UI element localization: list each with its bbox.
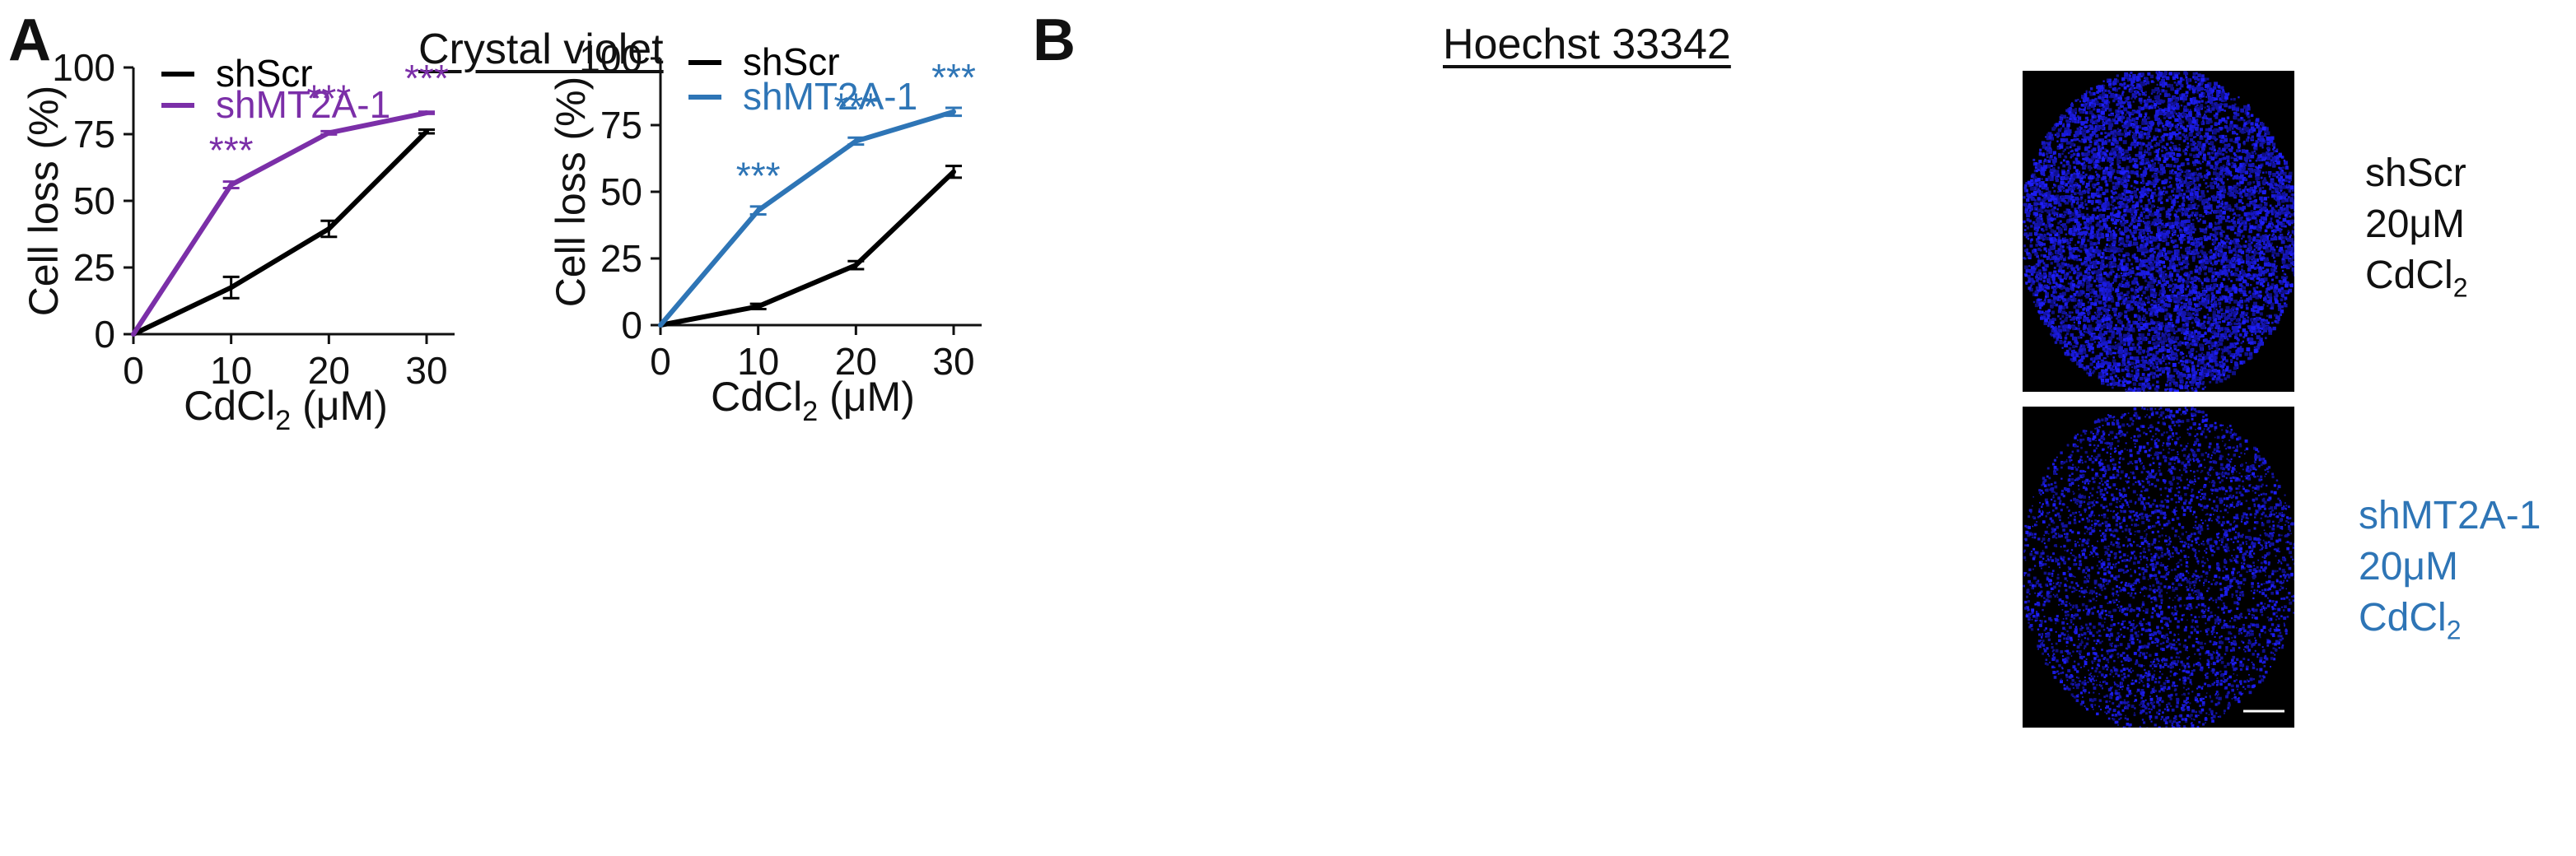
- chart-a-point-0-1: [228, 285, 234, 291]
- chart-b-significance-0: ***: [736, 155, 781, 198]
- chart-a-ytick-label: 25: [73, 246, 115, 289]
- nuclei-stain: [2023, 407, 2294, 728]
- chart-a-point-1-3: [424, 110, 429, 116]
- chart-b-point-1-1: [755, 207, 761, 213]
- micro-label-1-line1: shScr: [2365, 151, 2466, 195]
- chart-b-ytick-label: 25: [600, 237, 642, 280]
- chart-a-significance-1: ***: [306, 77, 351, 119]
- chart-b-point-0-1: [755, 304, 761, 309]
- chart-a-series-line-1: [131, 110, 427, 336]
- chart-a-title: Crystal violet: [418, 26, 664, 73]
- chart-a-significance-2: ***: [404, 57, 449, 100]
- chart-b: 0 25 50 75 100 0 10 20 30 Cell loss (%) CdCl2 (μM)…: [548, 37, 982, 427]
- chart-b-ytick-label: 0: [621, 304, 642, 347]
- micrograph-shmt2a: [2023, 407, 2294, 728]
- micro-label-2-cdcl: CdCl: [2359, 596, 2447, 640]
- chart-a-legend-label-1: shMT2A-1: [216, 83, 390, 126]
- chart-a-xtick-label: 0: [123, 349, 144, 392]
- chart-b-ytick-label: 50: [600, 170, 642, 213]
- chart-a-legend-label-0: shScr: [216, 52, 313, 95]
- chart-a-ylabel: Cell loss (%): [21, 86, 67, 317]
- micro-label-2-line3: CdCl2: [2359, 593, 2541, 656]
- micrograph-shscr-image: [2023, 71, 2294, 392]
- chart-a-point-1-1: [228, 182, 234, 188]
- micrograph-shmt2a-image: [2023, 407, 2294, 728]
- chart-b-series-line-0: [660, 170, 956, 328]
- chart-b-significance-1: ***: [833, 85, 878, 128]
- chart-a-point-0-3: [424, 128, 429, 134]
- chart-a-point-1-2: [326, 130, 332, 136]
- micrograph-label-shmt2a: shMT2A-1 20μM CdCl2: [2359, 491, 2541, 656]
- micro-label-1-line3: CdCl2: [2365, 250, 2467, 314]
- micro-label-2-line2: 20μM: [2359, 545, 2459, 588]
- chart-b-title: Hoechst 33342: [1443, 21, 1731, 68]
- chart-b-point-0-2: [853, 263, 859, 268]
- chart-a-xtick-label: 10: [210, 349, 252, 392]
- chart-a-xtick-label: 30: [405, 349, 447, 392]
- panel-letter-a: A: [8, 7, 51, 73]
- chart-b-xtick-label: 10: [737, 340, 779, 383]
- micrograph-shscr: [2023, 71, 2294, 392]
- micro-label-1-sub: 2: [2452, 272, 2468, 303]
- chart-b-legend-label-1: shMT2A-1: [743, 75, 917, 118]
- chart-a-xlabel: CdCl2 (μM): [184, 383, 388, 436]
- chart-a-ytick-label: 75: [73, 113, 115, 156]
- chart-b-point-0-3: [951, 169, 956, 174]
- micro-label-1-cdcl: CdCl: [2365, 254, 2453, 297]
- chart-a-point-1-0: [131, 332, 136, 337]
- chart-a-point-0-2: [326, 226, 332, 232]
- chart-b-xtick-label: 0: [650, 340, 671, 383]
- micro-label-2-line1: shMT2A-1: [2359, 494, 2541, 537]
- chart-b-significance-2: ***: [931, 56, 976, 99]
- chart-a-significance-0: ***: [209, 129, 254, 172]
- chart-b-point-1-3: [951, 109, 956, 114]
- chart-b-xtick-label: 30: [932, 340, 974, 383]
- chart-b-xtick-label: 20: [835, 340, 877, 383]
- chart-a-xtick-label: 20: [308, 349, 350, 392]
- chart-a: 0 25 50 75 100 0 10 20 30 Cell loss (%) CdCl2 (μM)…: [21, 46, 455, 436]
- chart-b-ytick-label: 75: [600, 104, 642, 147]
- chart-a-ytick-label: 100: [52, 46, 115, 89]
- chart-b-legend-label-0: shScr: [743, 40, 840, 83]
- nuclei-stain: [2023, 71, 2294, 392]
- chart-b-xlabel: CdCl2 (μM): [711, 374, 915, 427]
- chart-a-ytick-label: 50: [73, 179, 115, 222]
- chart-a-ytick-label: 0: [94, 313, 115, 356]
- micro-label-2-sub: 2: [2446, 615, 2462, 645]
- chart-b-ytick-label: 100: [579, 37, 642, 80]
- chart-b-ylabel: Cell loss (%): [548, 77, 594, 308]
- chart-b-point-1-2: [853, 138, 859, 144]
- micro-label-1-line2: 20μM: [2365, 202, 2466, 246]
- panel-letter-b: B: [1033, 7, 1076, 73]
- chart-b-point-1-0: [658, 323, 663, 328]
- chart-a-series-line-0: [132, 129, 429, 337]
- chart-b-series-line-1: [658, 109, 954, 327]
- micrograph-label-shscr: shScr 20μM CdCl2: [2365, 148, 2467, 314]
